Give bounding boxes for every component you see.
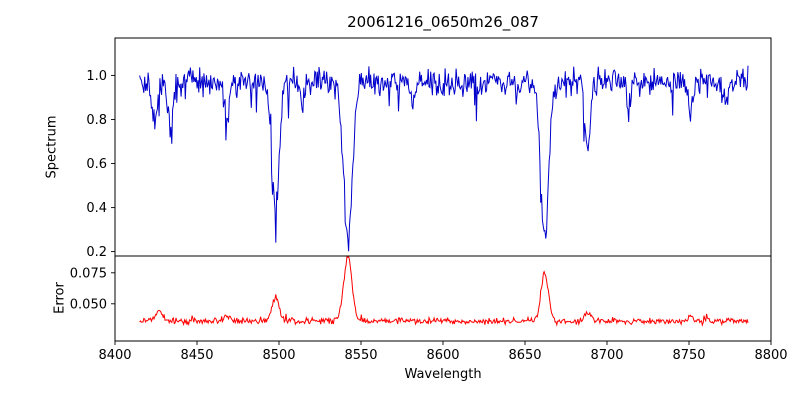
xtick-label: 8450 (180, 348, 213, 363)
error-axes-frame (114, 255, 772, 342)
error-ytick-label: 0.050 (70, 297, 107, 312)
spectrum-ytick-label: 0.6 (86, 157, 107, 172)
spectrum-ytick-label: 0.2 (86, 245, 107, 260)
xtick-label: 8750 (672, 348, 705, 363)
x-axis-label: Wavelength (404, 367, 482, 382)
xtick-label: 8700 (590, 348, 623, 363)
spectrum-line (139, 65, 749, 252)
spectrum-ytick-label: 1.0 (86, 69, 107, 84)
chart-title: 20061216_0650m26_087 (347, 13, 539, 31)
spectrum-ytick-label: 0.4 (86, 201, 107, 216)
spectrum-axes-frame (114, 37, 772, 257)
xtick-label: 8800 (754, 348, 787, 363)
error-line (139, 256, 749, 327)
xtick-label: 8650 (508, 348, 541, 363)
xtick-label: 8500 (262, 348, 295, 363)
spectrum-ytick-label: 0.8 (86, 113, 107, 128)
xtick-label: 8400 (98, 348, 131, 363)
xtick-label: 8550 (344, 348, 377, 363)
y-axis-label-spectrum: Spectrum (44, 115, 60, 179)
xtick-label: 8600 (426, 348, 459, 363)
y-axis-label-error: Error (52, 282, 68, 314)
error-ytick-label: 0.075 (70, 266, 107, 281)
